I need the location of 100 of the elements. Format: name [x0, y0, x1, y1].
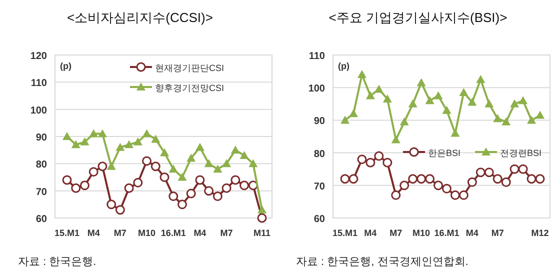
point [212, 192, 222, 202]
x-tick-label: M4 [87, 228, 100, 238]
point [98, 162, 108, 172]
point [80, 180, 90, 190]
point [177, 200, 187, 210]
point [240, 151, 249, 160]
chart-title: <주요 기업경기실사지수(BSI)> [328, 10, 508, 25]
point [240, 180, 250, 190]
x-tick-label: M7 [114, 228, 126, 238]
y-tick-label: 110 [30, 78, 48, 90]
point [374, 151, 384, 161]
x-tick-label: M4 [466, 228, 478, 238]
y-tick-label: 100 [30, 105, 48, 116]
point [133, 137, 142, 146]
point [116, 142, 125, 151]
x-tick-label: M7 [390, 228, 402, 238]
point [484, 99, 494, 108]
point [124, 140, 134, 148]
point [391, 135, 400, 144]
y-tick-label: 100 [308, 84, 326, 95]
point [151, 134, 160, 143]
point [195, 175, 205, 185]
point [248, 180, 258, 190]
y-axis-title: (p) [338, 61, 350, 71]
point [535, 174, 545, 184]
point [400, 180, 410, 190]
point [408, 174, 418, 184]
point [518, 164, 528, 174]
point [476, 168, 486, 178]
y-axis-title: (p) [60, 61, 72, 71]
point [458, 190, 468, 200]
x-tick-label: 15.M1 [54, 228, 80, 238]
point [115, 205, 125, 215]
point [142, 156, 152, 166]
x-tick-label: 15.M1 [332, 228, 358, 238]
x-tick-label: 16.M1 [160, 228, 186, 238]
point [493, 114, 502, 122]
y-tick-label: 80 [36, 160, 48, 171]
legend-label: 한은BSI [428, 148, 461, 158]
y-tick-label: 60 [314, 214, 326, 225]
point [408, 99, 418, 108]
point [204, 159, 214, 168]
point [80, 137, 90, 146]
point [124, 183, 134, 193]
point [89, 129, 98, 138]
point [98, 129, 107, 138]
text: 자료 : 한국은행. [18, 256, 96, 268]
point [62, 175, 72, 185]
point [400, 117, 409, 126]
point [71, 183, 81, 193]
point [204, 186, 214, 196]
point [257, 213, 267, 223]
point [160, 148, 169, 156]
point [416, 78, 426, 86]
x-tick-label: 16.M1 [434, 228, 460, 238]
x-tick-label: M7 [220, 228, 233, 238]
point [106, 162, 116, 170]
x-tick-label: M11 [253, 228, 271, 238]
point [527, 116, 536, 124]
chart-title: <소비자심리지수(CCSI)> [67, 10, 213, 25]
point [366, 158, 376, 168]
point [526, 174, 536, 184]
y-tick-label: 80 [314, 148, 326, 160]
point [442, 106, 452, 114]
point [357, 154, 367, 164]
legend-label: 현재경기판단CSI [155, 63, 224, 73]
point [222, 183, 232, 193]
point [106, 200, 116, 210]
point [248, 159, 258, 168]
point [168, 192, 178, 202]
point [510, 164, 520, 174]
point [416, 174, 426, 184]
y-tick-label: 60 [36, 214, 48, 225]
point [62, 132, 72, 140]
point [258, 205, 266, 214]
text: 자료 : 한국은행, 전국경제인연합회. [296, 256, 468, 268]
y-tick-label: 70 [36, 186, 48, 198]
point [340, 174, 350, 184]
point [450, 190, 460, 200]
y-tick-label: 90 [314, 116, 326, 128]
x-tick-label: M7 [491, 228, 504, 238]
point [222, 159, 232, 168]
y-tick-label: 120 [30, 51, 48, 62]
point [195, 142, 204, 151]
point [88, 167, 98, 177]
point [468, 98, 477, 106]
point [186, 188, 196, 198]
point [230, 175, 240, 185]
y-tick-label: 90 [36, 132, 48, 144]
point [518, 96, 528, 104]
point [340, 116, 350, 124]
point [425, 174, 435, 184]
point [382, 94, 392, 103]
point [459, 88, 468, 96]
point [536, 110, 544, 119]
point [186, 154, 196, 162]
x-tick-label: M10 [412, 228, 430, 238]
point [168, 164, 178, 173]
point [71, 140, 80, 148]
point [160, 172, 170, 182]
